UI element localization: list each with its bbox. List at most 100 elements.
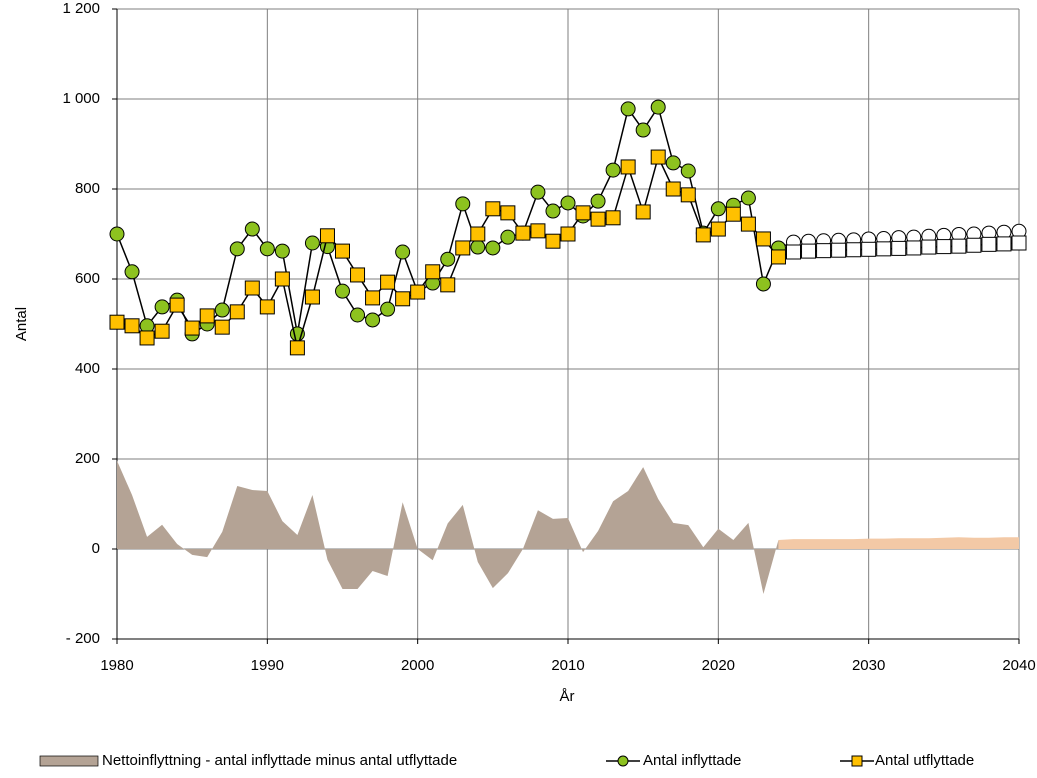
marker [680,187,696,203]
marker [936,239,952,255]
marker [560,195,576,211]
marker [169,297,185,313]
marker [545,203,561,219]
marker [335,243,350,259]
net-area [117,460,779,594]
legend-label: Antal utflyttade [875,752,974,769]
y-tick-label: 600 [75,270,100,287]
marker [530,223,546,239]
marker [710,201,726,217]
marker [440,277,456,293]
marker [891,240,907,256]
marker [455,196,471,212]
marker [740,216,756,232]
x-tick-label: 2000 [401,657,434,674]
marker [725,206,741,222]
marker [605,162,621,178]
y-tick-label: 0 [92,540,100,557]
marker [440,251,456,267]
marker [199,308,215,324]
marker [605,210,621,226]
marker [500,205,516,221]
marker [244,221,260,237]
marker [665,181,681,197]
legend-swatch [39,755,99,767]
marker [109,226,125,242]
marker [470,226,486,242]
y-tick-label: - 200 [66,630,100,647]
marker [575,205,591,221]
marker [184,320,200,336]
marker [244,280,260,296]
marker [801,243,817,259]
marker [515,225,531,241]
marker [380,301,396,317]
x-tick-label: 2010 [551,657,584,674]
marker [710,221,726,237]
x-tick-label: 2040 [1002,657,1035,674]
marker [109,314,125,330]
x-tick-label: 2030 [852,657,885,674]
net-area [778,537,1019,549]
marker [560,226,576,242]
marker [229,241,245,257]
marker [590,211,606,227]
marker [545,233,561,249]
marker [395,244,411,260]
y-tick-label: 200 [75,450,100,467]
marker [846,242,862,258]
x-axis-title: År [560,688,575,705]
y-tick-label: 1 000 [62,90,100,107]
marker [425,264,441,280]
marker [289,340,305,356]
marker [816,243,832,259]
x-tick-label: 1980 [100,657,133,674]
marker [861,241,877,257]
marker [770,249,786,265]
marker [680,163,696,179]
marker [154,299,170,315]
y-tick-label: 400 [75,360,100,377]
marker [365,290,381,306]
marker [786,244,801,260]
marker [274,271,290,287]
marker [921,239,937,255]
y-axis-title: Antal [13,307,30,341]
marker [650,149,666,165]
marker [530,184,546,200]
marker [350,307,366,323]
x-tick-label: 2020 [702,657,735,674]
marker [485,240,501,256]
legend-label: Antal inflyttade [643,752,741,769]
marker [635,122,651,138]
marker [214,302,230,318]
legend-marker [617,755,629,767]
marker [139,330,155,346]
marker [259,299,275,315]
marker [755,276,771,292]
legend-label: Nettoinflyttning - antal inflyttade minu… [102,752,457,769]
marker [981,236,997,252]
marker [650,99,666,115]
marker [740,190,756,206]
y-tick-label: 1 200 [62,0,100,17]
marker [455,240,471,256]
marker [410,284,426,300]
marker [590,193,606,209]
x-tick-label: 1990 [251,657,284,674]
marker [906,240,922,256]
y-tick-label: 800 [75,180,100,197]
marker [274,243,290,259]
marker [966,237,982,253]
marker [500,229,516,245]
marker [485,201,501,217]
marker [154,323,170,339]
marker [304,235,320,251]
marker [695,227,711,243]
marker [635,204,651,220]
marker [380,274,396,290]
marker [620,159,636,175]
marker [951,238,967,254]
marker [395,291,411,307]
